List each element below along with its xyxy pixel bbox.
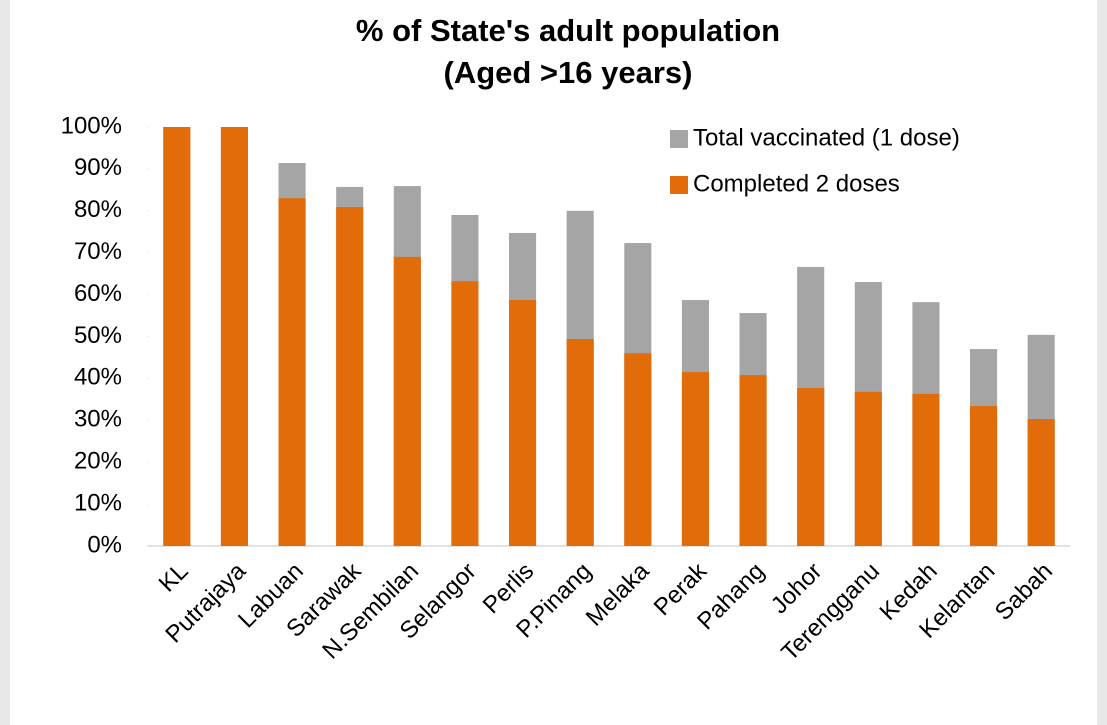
bar — [220, 127, 248, 546]
y-tick-label: 100% — [61, 112, 122, 139]
bar — [278, 198, 306, 547]
bar — [163, 127, 191, 546]
legend-swatch — [670, 130, 688, 148]
y-tick-label: 20% — [74, 448, 122, 475]
y-tick-label: 30% — [74, 406, 122, 433]
y-tick-label: 40% — [74, 364, 122, 391]
chart-title: (Aged >16 years) — [444, 55, 693, 90]
frame-edge — [1097, 0, 1107, 725]
chart-title: % of State's adult population — [356, 13, 780, 48]
bar — [451, 281, 479, 546]
bar — [739, 375, 767, 546]
bar — [624, 353, 652, 546]
y-tick-label: 70% — [74, 238, 122, 265]
bar — [970, 406, 998, 546]
bar — [854, 391, 882, 546]
bar — [566, 339, 594, 546]
x-tick-label: Melaka — [581, 557, 655, 631]
frame-edge — [0, 0, 10, 725]
y-tick-label: 90% — [74, 154, 122, 181]
y-tick-label: 10% — [74, 489, 122, 516]
legend-swatch — [670, 176, 688, 194]
bar — [393, 256, 421, 546]
bar — [797, 388, 825, 546]
bar — [912, 393, 940, 546]
bar — [1027, 419, 1055, 546]
y-tick-label: 0% — [87, 531, 122, 558]
bar — [681, 372, 709, 546]
y-tick-label: 50% — [74, 322, 122, 349]
y-tick-label: 80% — [74, 196, 122, 223]
x-tick-label: Sabah — [990, 558, 1058, 626]
y-tick-label: 60% — [74, 280, 122, 307]
legend-label: Completed 2 doses — [693, 170, 900, 197]
bar — [509, 300, 537, 546]
legend-label: Total vaccinated (1 dose) — [693, 124, 960, 151]
bar — [336, 207, 364, 547]
x-tick-label: KL — [154, 558, 194, 598]
